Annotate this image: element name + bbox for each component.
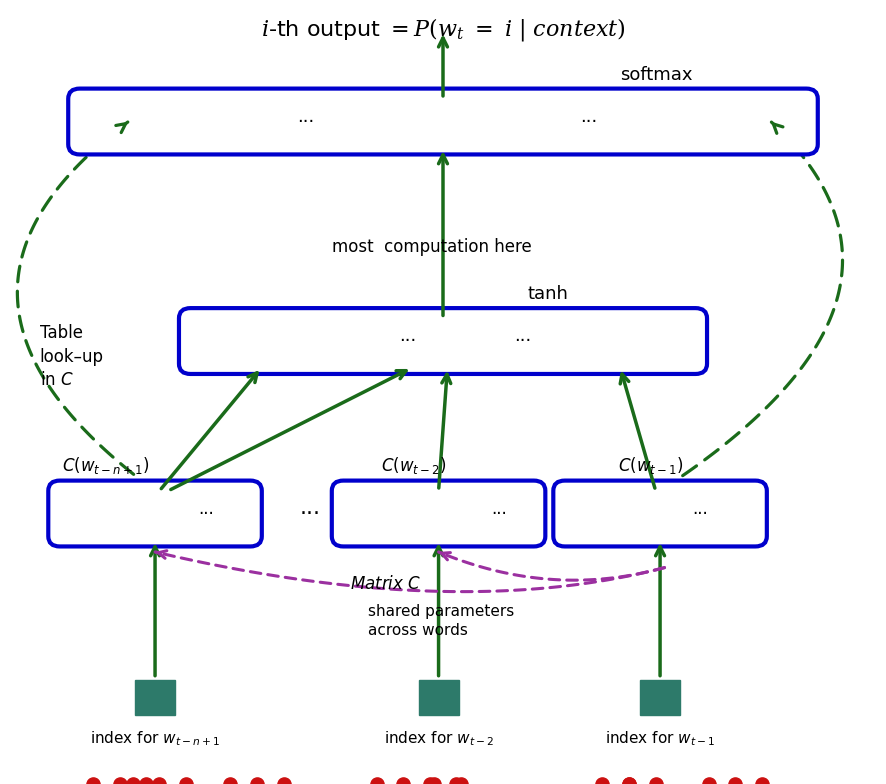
FancyBboxPatch shape (553, 481, 766, 546)
FancyBboxPatch shape (135, 680, 175, 715)
Text: ···: ··· (198, 505, 214, 522)
Text: softmax: softmax (620, 66, 693, 84)
Point (126, 778, 140, 784)
Point (622, 778, 636, 784)
Point (449, 778, 463, 784)
FancyBboxPatch shape (331, 481, 545, 546)
Point (250, 778, 264, 784)
Text: most  computation here: most computation here (332, 238, 532, 256)
Point (369, 778, 384, 784)
FancyBboxPatch shape (179, 308, 707, 374)
Point (113, 778, 127, 784)
Text: ···: ··· (299, 503, 321, 524)
Text: ···: ··· (692, 505, 708, 522)
FancyBboxPatch shape (48, 481, 262, 546)
Point (179, 778, 193, 784)
Point (649, 778, 663, 784)
Text: Table
look–up
in $C$: Table look–up in $C$ (40, 324, 104, 390)
Point (595, 778, 610, 784)
Point (223, 778, 237, 784)
Point (728, 778, 742, 784)
Text: $C(w_{t-2})$: $C(w_{t-2})$ (381, 455, 447, 476)
Point (755, 778, 769, 784)
FancyBboxPatch shape (68, 89, 818, 154)
Text: Matrix $C$: Matrix $C$ (350, 575, 421, 593)
Point (276, 778, 291, 784)
Text: index for $w_{t-2}$: index for $w_{t-2}$ (384, 729, 494, 748)
Text: shared parameters
across words: shared parameters across words (368, 604, 514, 638)
Text: tanh: tanh (527, 285, 568, 303)
Point (423, 778, 437, 784)
Point (622, 778, 636, 784)
Point (86, 778, 100, 784)
Text: ···: ··· (297, 113, 315, 130)
Point (454, 778, 468, 784)
Text: ···: ··· (491, 505, 507, 522)
Point (396, 778, 410, 784)
FancyBboxPatch shape (640, 680, 680, 715)
Text: ···: ··· (514, 332, 532, 350)
Text: index for $w_{t-n+1}$: index for $w_{t-n+1}$ (90, 729, 220, 748)
Text: index for $w_{t-1}$: index for $w_{t-1}$ (605, 729, 715, 748)
FancyBboxPatch shape (418, 680, 458, 715)
Text: ···: ··· (580, 113, 598, 130)
Point (139, 778, 153, 784)
Point (427, 778, 441, 784)
Text: ···: ··· (399, 332, 416, 350)
Text: $i$-th output $= P(w_t\ =\ i\ |\ \mathit{context})$: $i$-th output $= P(w_t\ =\ i\ |\ \mathit… (260, 16, 626, 42)
Text: $C(w_{t-1})$: $C(w_{t-1})$ (618, 455, 683, 476)
Point (702, 778, 716, 784)
Text: $C(w_{t-n+1})$: $C(w_{t-n+1})$ (62, 455, 149, 476)
Point (152, 778, 167, 784)
